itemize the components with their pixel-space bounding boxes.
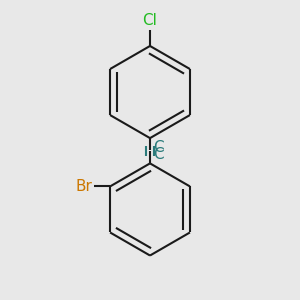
Text: C: C	[154, 140, 164, 154]
Text: Cl: Cl	[142, 13, 158, 28]
Text: C: C	[154, 147, 164, 162]
Text: Br: Br	[75, 179, 92, 194]
